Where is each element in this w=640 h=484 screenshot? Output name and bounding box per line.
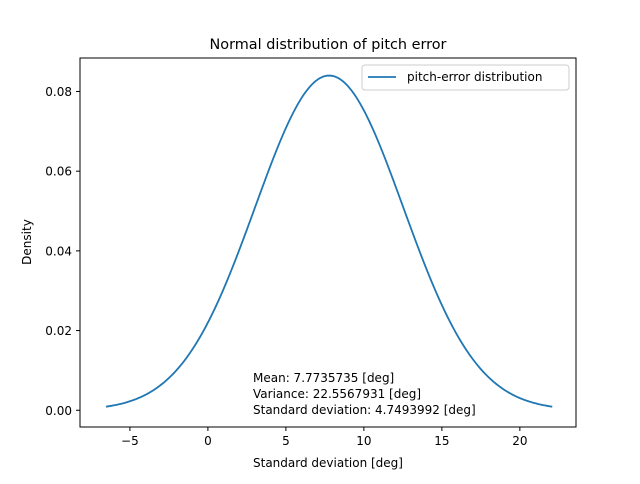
x-tick-label: −5 xyxy=(121,434,139,448)
y-axis-label: Density xyxy=(20,219,34,265)
y-tick-label: 0.08 xyxy=(45,85,72,99)
x-axis-label: Standard deviation [deg] xyxy=(253,456,403,470)
chart-title: Normal distribution of pitch error xyxy=(210,37,447,53)
x-tick-label: 0 xyxy=(204,434,212,448)
pitch-error-distribution-line xyxy=(105,74,553,408)
y-tick-label: 0.06 xyxy=(45,165,72,179)
y-axis-ticks: 0.00 0.02 0.04 0.06 0.08 xyxy=(45,85,80,418)
axes-frame xyxy=(79,57,577,428)
legend: pitch-error distribution xyxy=(361,64,570,91)
legend-label: pitch-error distribution xyxy=(407,70,542,84)
x-tick-label: 20 xyxy=(512,434,527,448)
x-tick-label: 15 xyxy=(434,434,449,448)
x-axis-ticks: −5 0 5 10 15 20 xyxy=(121,427,527,448)
x-tick-label: 5 xyxy=(282,434,290,448)
stats-annotation: Mean: 7.7735735 [deg] Variance: 22.55679… xyxy=(253,371,476,417)
y-tick-label: 0.00 xyxy=(45,404,72,418)
annotation-variance: Variance: 22.5567931 [deg] xyxy=(253,387,421,401)
annotation-mean: Mean: 7.7735735 [deg] xyxy=(253,371,394,385)
plot-area xyxy=(80,58,576,427)
axes-background xyxy=(80,58,576,427)
y-tick-label: 0.02 xyxy=(45,324,72,338)
legend-box xyxy=(361,64,570,91)
y-tick-label: 0.04 xyxy=(45,244,72,258)
annotation-std: Standard deviation: 4.7493992 [deg] xyxy=(253,403,476,417)
x-tick-label: 10 xyxy=(356,434,371,448)
